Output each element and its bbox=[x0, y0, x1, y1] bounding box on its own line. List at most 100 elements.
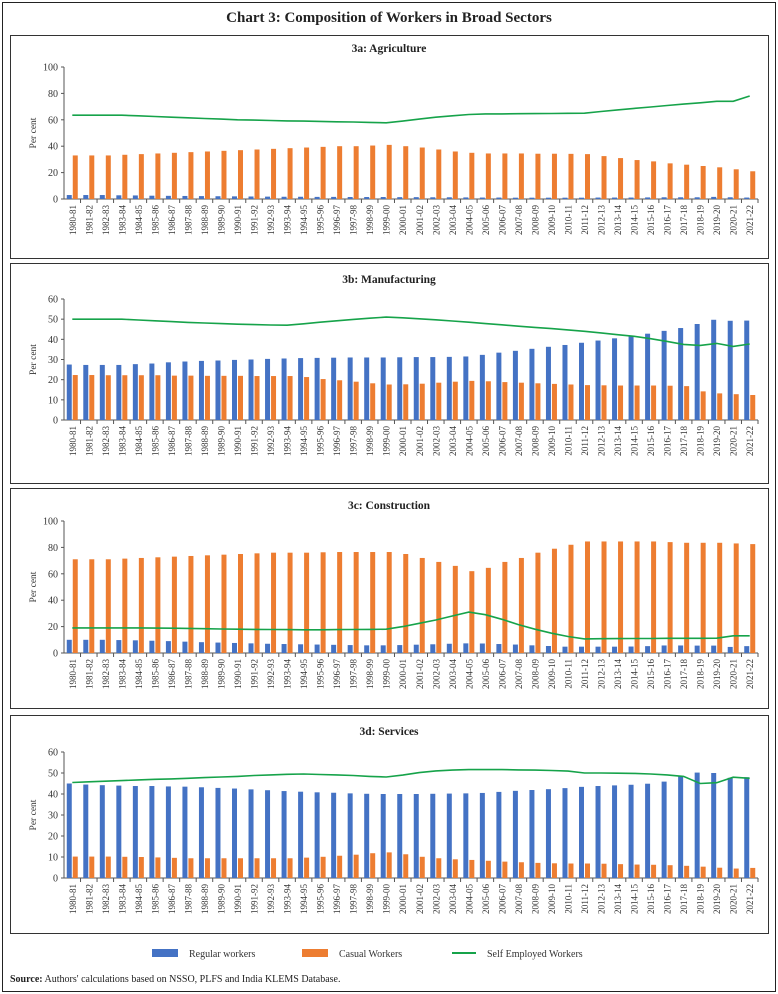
bar-regular-workers bbox=[529, 790, 535, 878]
x-tick-label: 2000-01 bbox=[398, 426, 408, 456]
x-tick-label: 2006-07 bbox=[497, 426, 507, 456]
bar-regular-workers bbox=[380, 794, 386, 878]
bar-casual-workers bbox=[171, 375, 177, 420]
bar-regular-workers bbox=[496, 644, 502, 653]
x-tick-label: 1998-99 bbox=[365, 205, 375, 235]
bar-regular-workers bbox=[512, 790, 518, 878]
bar-regular-workers bbox=[711, 196, 717, 199]
bar-regular-workers bbox=[430, 793, 436, 878]
panel-3: 3c: Construction 0 20 40 60 80 100 Per cent 1980… bbox=[10, 488, 769, 709]
bar-casual-workers bbox=[634, 385, 640, 420]
bar-casual-workers bbox=[452, 565, 458, 653]
x-tick-label: 1997-98 bbox=[349, 884, 359, 914]
bar-casual-workers bbox=[518, 557, 524, 653]
bar-regular-workers bbox=[595, 340, 601, 420]
bar-casual-workers bbox=[353, 146, 359, 199]
bar-casual-workers bbox=[204, 151, 210, 199]
bar-regular-workers bbox=[380, 197, 386, 199]
bar-regular-workers bbox=[496, 791, 502, 878]
x-tick-label: 2008-09 bbox=[530, 884, 540, 914]
bar-regular-workers bbox=[446, 793, 452, 878]
x-tick-label: 2003-04 bbox=[448, 884, 458, 914]
x-tick-label: 2006-07 bbox=[497, 884, 507, 914]
x-tick-label: 1983-84 bbox=[117, 659, 127, 689]
bar-regular-workers bbox=[281, 358, 287, 420]
bar-casual-workers bbox=[436, 382, 442, 420]
bar-regular-workers bbox=[66, 783, 72, 878]
x-tick-label: 2007-08 bbox=[514, 426, 524, 456]
line-self-employed-workers bbox=[72, 316, 750, 348]
bar-regular-workers bbox=[645, 783, 651, 878]
bar-regular-workers bbox=[116, 640, 122, 653]
x-tick-label: 1983-84 bbox=[117, 426, 127, 456]
x-tick-label: 1989-90 bbox=[216, 884, 226, 914]
y-axis-label: Per cent bbox=[29, 344, 39, 375]
bar-casual-workers bbox=[585, 541, 590, 653]
bar-regular-workers bbox=[661, 197, 667, 199]
bar-casual-workers bbox=[105, 856, 111, 878]
bar-casual-workers bbox=[204, 858, 210, 878]
bar-casual-workers bbox=[436, 858, 442, 878]
x-tick-label: 2021-22 bbox=[745, 884, 755, 914]
bar-casual-workers bbox=[271, 376, 277, 420]
x-tick-label: 2011-12 bbox=[580, 659, 590, 689]
bar-casual-workers bbox=[502, 382, 508, 420]
bar-regular-workers bbox=[215, 196, 221, 199]
bar-regular-workers bbox=[727, 777, 733, 878]
x-tick-label: 1992-93 bbox=[266, 426, 276, 456]
legend-swatch bbox=[302, 949, 328, 957]
y-tick-label: 30 bbox=[48, 811, 58, 822]
x-tick-label: 2001-02 bbox=[415, 426, 425, 456]
bar-casual-workers bbox=[89, 856, 95, 878]
x-tick-label: 1983-84 bbox=[117, 884, 127, 914]
x-tick-label: 1986-87 bbox=[167, 884, 177, 914]
y-tick-label: 20 bbox=[48, 168, 58, 179]
bar-regular-workers bbox=[579, 197, 584, 199]
x-tick-label: 2008-09 bbox=[530, 205, 540, 235]
bar-regular-workers bbox=[496, 352, 502, 420]
bar-casual-workers bbox=[138, 857, 144, 878]
x-tick-label: 1982-83 bbox=[101, 659, 111, 689]
bar-regular-workers bbox=[645, 333, 651, 420]
x-tick-label: 1992-93 bbox=[266, 659, 276, 689]
bar-regular-workers bbox=[132, 786, 138, 878]
bar-regular-workers bbox=[66, 639, 72, 653]
figure-title: Chart 3: Composition of Workers in Broad… bbox=[226, 10, 552, 26]
bar-regular-workers bbox=[281, 644, 287, 653]
bar-regular-workers bbox=[149, 786, 155, 878]
bar-regular-workers bbox=[579, 342, 584, 420]
x-tick-label: 1995-96 bbox=[316, 205, 326, 235]
bar-regular-workers bbox=[661, 781, 667, 878]
x-tick-label: 2009-10 bbox=[547, 426, 557, 456]
x-tick-label: 1984-85 bbox=[134, 426, 144, 456]
bar-casual-workers bbox=[551, 383, 557, 420]
bar-casual-workers bbox=[485, 153, 491, 199]
x-tick-label: 1992-93 bbox=[266, 884, 276, 914]
bar-regular-workers bbox=[314, 644, 320, 653]
bar-regular-workers bbox=[678, 197, 684, 199]
x-tick-label: 1997-98 bbox=[349, 205, 359, 235]
bar-casual-workers bbox=[469, 859, 475, 878]
y-tick-label: 60 bbox=[48, 115, 58, 126]
bar-regular-workers bbox=[727, 646, 733, 653]
bar-regular-workers bbox=[215, 360, 221, 420]
bar-casual-workers bbox=[72, 559, 78, 653]
bar-regular-workers bbox=[397, 794, 403, 878]
bar-casual-workers bbox=[733, 394, 739, 420]
x-tick-label: 2013-14 bbox=[613, 426, 623, 456]
x-tick-label: 2021-22 bbox=[745, 205, 755, 235]
bar-casual-workers bbox=[717, 542, 723, 653]
bar-casual-workers bbox=[171, 556, 177, 653]
x-tick-label: 1992-93 bbox=[266, 205, 276, 235]
bar-regular-workers bbox=[446, 197, 452, 199]
x-tick-label: 1980-81 bbox=[68, 205, 78, 235]
x-tick-label: 2000-01 bbox=[398, 884, 408, 914]
x-tick-label: 1982-83 bbox=[101, 205, 111, 235]
x-tick-label: 1994-95 bbox=[299, 659, 309, 689]
bar-regular-workers bbox=[562, 646, 568, 653]
bar-casual-workers bbox=[403, 146, 409, 199]
bar-casual-workers bbox=[535, 552, 541, 653]
bar-casual-workers bbox=[750, 394, 756, 420]
x-tick-label: 2020-21 bbox=[729, 884, 739, 914]
bar-casual-workers bbox=[171, 152, 177, 199]
